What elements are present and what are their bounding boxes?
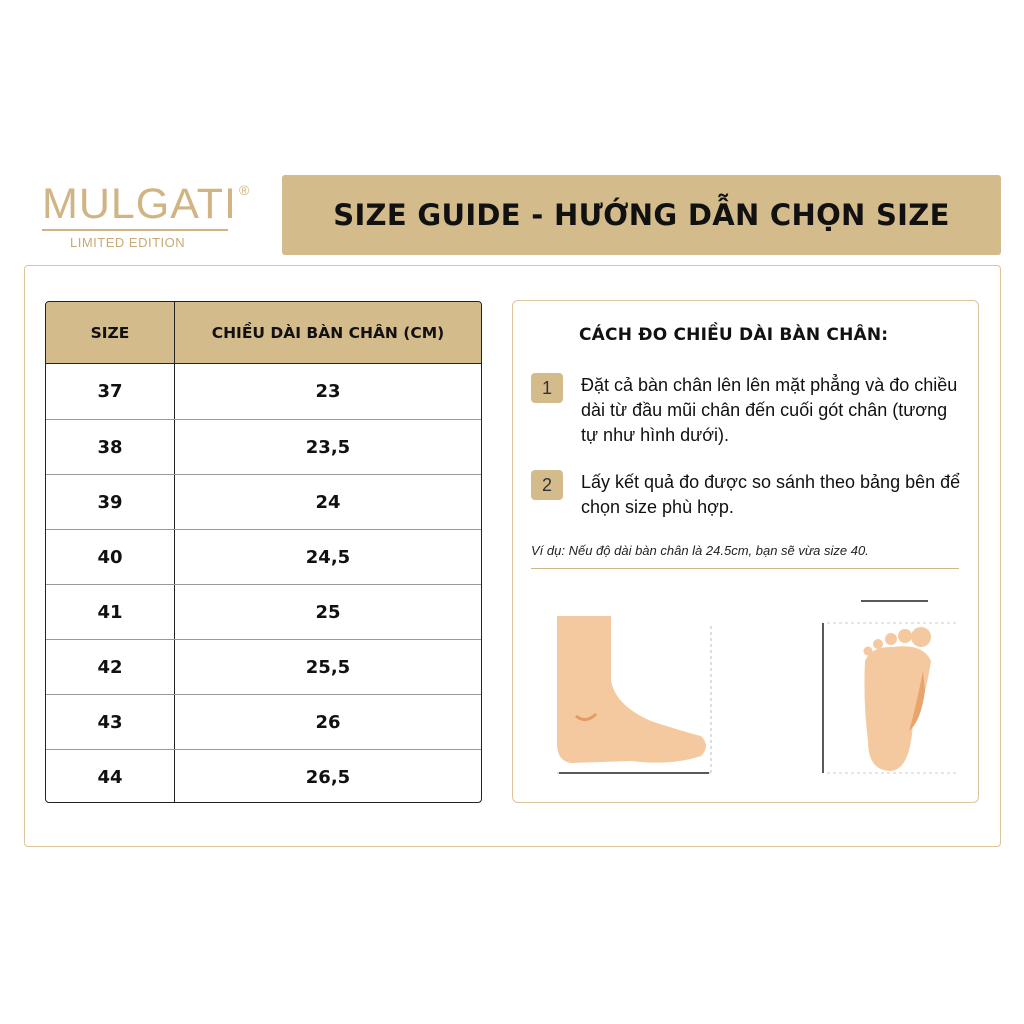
table-row: 38 23,5 bbox=[46, 419, 481, 474]
measure-guide: CÁCH ĐO CHIỀU DÀI BÀN CHÂN: 1 Đặt cả bàn… bbox=[512, 300, 979, 803]
length-cell: 23 bbox=[315, 381, 341, 402]
length-cell: 25,5 bbox=[305, 656, 351, 678]
size-cell: 44 bbox=[46, 750, 175, 802]
step-text: Lấy kết quả đo được so sánh theo bảng bê… bbox=[581, 472, 961, 517]
step-1: 1 Đặt cả bàn chân lên lên mặt phẳng và đ… bbox=[531, 373, 963, 448]
table-row: 39 24 bbox=[46, 474, 481, 529]
page-title: SIZE GUIDE - HƯỚNG DẪN CHỌN SIZE bbox=[333, 198, 950, 232]
title-banner: SIZE GUIDE - HƯỚNG DẪN CHỌN SIZE bbox=[282, 175, 1001, 255]
brand-logo: MULGATI ® LIMITED EDITION bbox=[42, 182, 252, 250]
table-row: 43 26 bbox=[46, 694, 481, 749]
length-cell: 26,5 bbox=[305, 766, 351, 788]
step-2: 2 Lấy kết quả đo được so sánh theo bảng … bbox=[531, 470, 963, 520]
size-cell: 40 bbox=[46, 530, 175, 584]
logo-name: MULGATI bbox=[42, 180, 237, 228]
step-number: 1 bbox=[531, 373, 563, 403]
size-cell: 41 bbox=[46, 585, 175, 639]
content-card bbox=[24, 265, 1001, 847]
size-cell: 39 bbox=[46, 475, 175, 529]
table-row: 37 23 bbox=[46, 364, 481, 419]
example-note: Ví dụ: Nếu độ dài bàn chân là 24.5cm, bạ… bbox=[531, 543, 869, 558]
table-row: 42 25,5 bbox=[46, 639, 481, 694]
registered-mark: ® bbox=[238, 182, 250, 198]
size-cell: 37 bbox=[46, 364, 175, 419]
foot-sole-illustration bbox=[822, 600, 958, 774]
header-size: SIZE bbox=[46, 302, 175, 363]
foot-side-illustration bbox=[556, 616, 712, 774]
length-cell: 24,5 bbox=[305, 546, 351, 568]
step-text: Đặt cả bàn chân lên lên mặt phẳng và đo … bbox=[581, 375, 958, 445]
size-cell: 38 bbox=[46, 420, 175, 474]
guide-heading: CÁCH ĐO CHIỀU DÀI BÀN CHÂN: bbox=[579, 325, 889, 345]
size-table: SIZE CHIỀU DÀI BÀN CHÂN (CM) 37 23 38 23,5 3… bbox=[45, 301, 482, 803]
table-header: SIZE CHIỀU DÀI BÀN CHÂN (CM) bbox=[46, 302, 481, 364]
header-length: CHIỀU DÀI BÀN CHÂN (CM) bbox=[211, 323, 445, 342]
table-row: 44 26,5 bbox=[46, 749, 481, 802]
size-cell: 42 bbox=[46, 640, 175, 694]
step-number: 2 bbox=[531, 470, 563, 500]
length-cell: 25 bbox=[315, 601, 341, 623]
logo-wordmark: MULGATI ® bbox=[42, 182, 252, 226]
divider bbox=[531, 568, 959, 569]
length-cell: 26 bbox=[315, 711, 341, 733]
length-cell: 23,5 bbox=[305, 436, 351, 458]
table-row: 40 24,5 bbox=[46, 529, 481, 584]
table-row: 41 25 bbox=[46, 584, 481, 639]
logo-subtitle: LIMITED EDITION bbox=[70, 234, 186, 250]
size-cell: 43 bbox=[46, 695, 175, 749]
length-cell: 24 bbox=[315, 491, 341, 513]
logo-divider bbox=[42, 229, 228, 231]
